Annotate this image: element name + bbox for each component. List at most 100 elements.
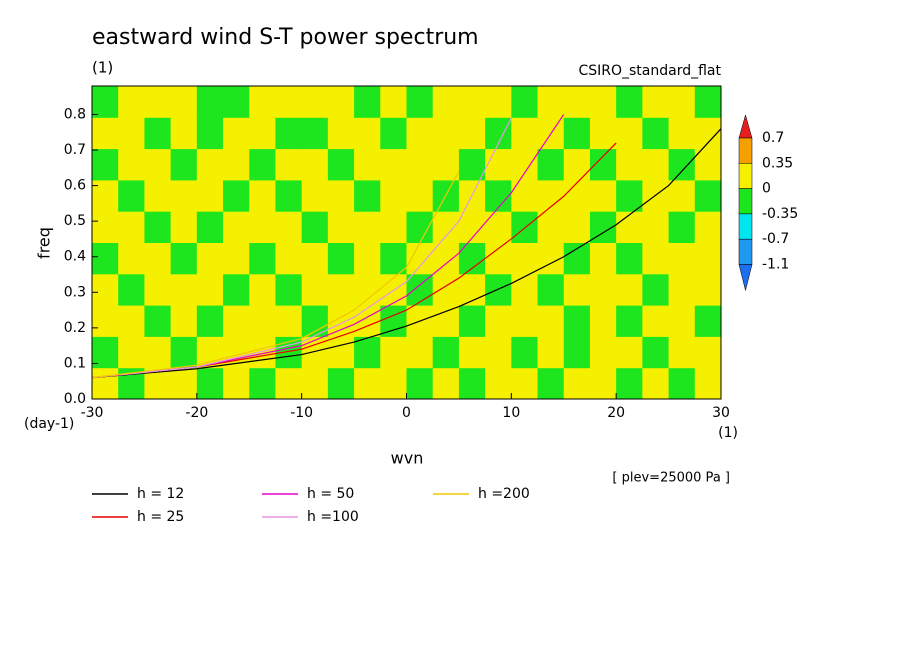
field-cell	[144, 211, 172, 243]
field-cell	[170, 273, 198, 306]
field-cell	[144, 179, 172, 212]
field-cell	[563, 242, 591, 275]
field-cell	[511, 117, 539, 150]
field-cell	[537, 367, 565, 399]
field-cell	[563, 367, 591, 399]
field-cell	[458, 86, 486, 118]
field-cell	[511, 148, 539, 181]
x-tick-label: -20	[185, 405, 208, 421]
field-cell	[537, 336, 565, 369]
field-cell	[327, 148, 355, 181]
field-cell	[354, 336, 381, 369]
field-cell	[327, 336, 355, 369]
dispersion-curve	[92, 142, 617, 379]
colorbar-segment	[738, 238, 753, 265]
field-cell	[616, 242, 643, 275]
field-cell	[537, 211, 565, 243]
field-cell	[432, 273, 460, 306]
field-cell	[327, 367, 355, 399]
field-cell	[301, 305, 329, 337]
field-cell	[668, 148, 696, 181]
legend-label: h = 50	[307, 486, 354, 502]
field-cell	[170, 117, 198, 150]
x-tick-label: 20	[607, 405, 625, 421]
field-cell	[642, 367, 670, 399]
field-cell	[380, 305, 407, 337]
field-cell	[668, 211, 696, 243]
field-cell	[92, 273, 119, 306]
field-cell	[563, 273, 591, 306]
field-cell	[223, 367, 250, 399]
y-tick-label: 0.1	[64, 355, 86, 371]
field-cell	[589, 117, 617, 150]
y-tick-label: 0.7	[64, 142, 86, 158]
field-cell	[668, 367, 696, 399]
field-cell	[458, 336, 486, 369]
field-cell	[563, 336, 591, 369]
field-cell	[223, 179, 250, 212]
field-cell	[642, 117, 670, 150]
field-cell	[92, 148, 119, 181]
field-cell	[485, 367, 512, 399]
field-cell	[275, 273, 303, 306]
field-cell	[511, 273, 539, 306]
field-cell	[223, 86, 250, 118]
field-cell	[485, 211, 512, 243]
field-cell	[668, 242, 696, 275]
field-cell	[327, 242, 355, 275]
field-cell	[196, 86, 224, 118]
field-cell	[223, 148, 250, 181]
field-cell	[144, 242, 172, 275]
field-cell	[301, 148, 329, 181]
chart-title: eastward wind S-T power spectrum	[92, 25, 479, 50]
field-cell	[589, 179, 617, 212]
field-cell	[458, 367, 486, 399]
field-cell	[485, 86, 512, 118]
field-cell	[92, 242, 119, 275]
field-cell	[196, 367, 224, 399]
dispersion-curve	[92, 117, 512, 379]
y-tick-label: 0.0	[64, 391, 86, 407]
field-cell	[485, 336, 512, 369]
field-cell	[380, 148, 407, 181]
field-cell	[92, 211, 119, 243]
field-cell	[301, 179, 329, 212]
field-cell	[668, 336, 696, 369]
field-cell	[144, 336, 172, 369]
field-cell	[642, 148, 670, 181]
field-cell	[118, 86, 145, 118]
field-cell	[694, 242, 721, 275]
field-cell	[249, 148, 276, 181]
field-cell	[616, 211, 643, 243]
field	[92, 86, 721, 399]
field-cell	[511, 86, 539, 118]
field-cell	[432, 211, 460, 243]
field-cell	[589, 148, 617, 181]
field-cell	[616, 273, 643, 306]
field-cell	[354, 86, 381, 118]
field-cell	[589, 367, 617, 399]
colorbar-label: -0.35	[762, 206, 798, 222]
field-cell	[144, 117, 172, 150]
field-cell	[249, 117, 276, 150]
field-cell	[642, 305, 670, 337]
field-cell	[432, 305, 460, 337]
field-cell	[275, 211, 303, 243]
field-cell	[249, 305, 276, 337]
field-cell	[301, 86, 329, 118]
field-cell	[275, 179, 303, 212]
field-cell	[249, 86, 276, 118]
field-cell	[327, 211, 355, 243]
field-cell	[380, 336, 407, 369]
y-tick-label: 0.3	[64, 284, 86, 300]
field-cell	[406, 273, 434, 306]
field-cell	[275, 117, 303, 150]
field-cell	[458, 148, 486, 181]
y-axis-label: freq	[35, 227, 54, 259]
dispersion-curve	[92, 171, 460, 379]
field-cell	[485, 148, 512, 181]
field-cell	[92, 179, 119, 212]
colorbar-label: 0.7	[762, 130, 784, 146]
field-cell	[406, 148, 434, 181]
y-tick-label: 0.5	[64, 213, 86, 229]
